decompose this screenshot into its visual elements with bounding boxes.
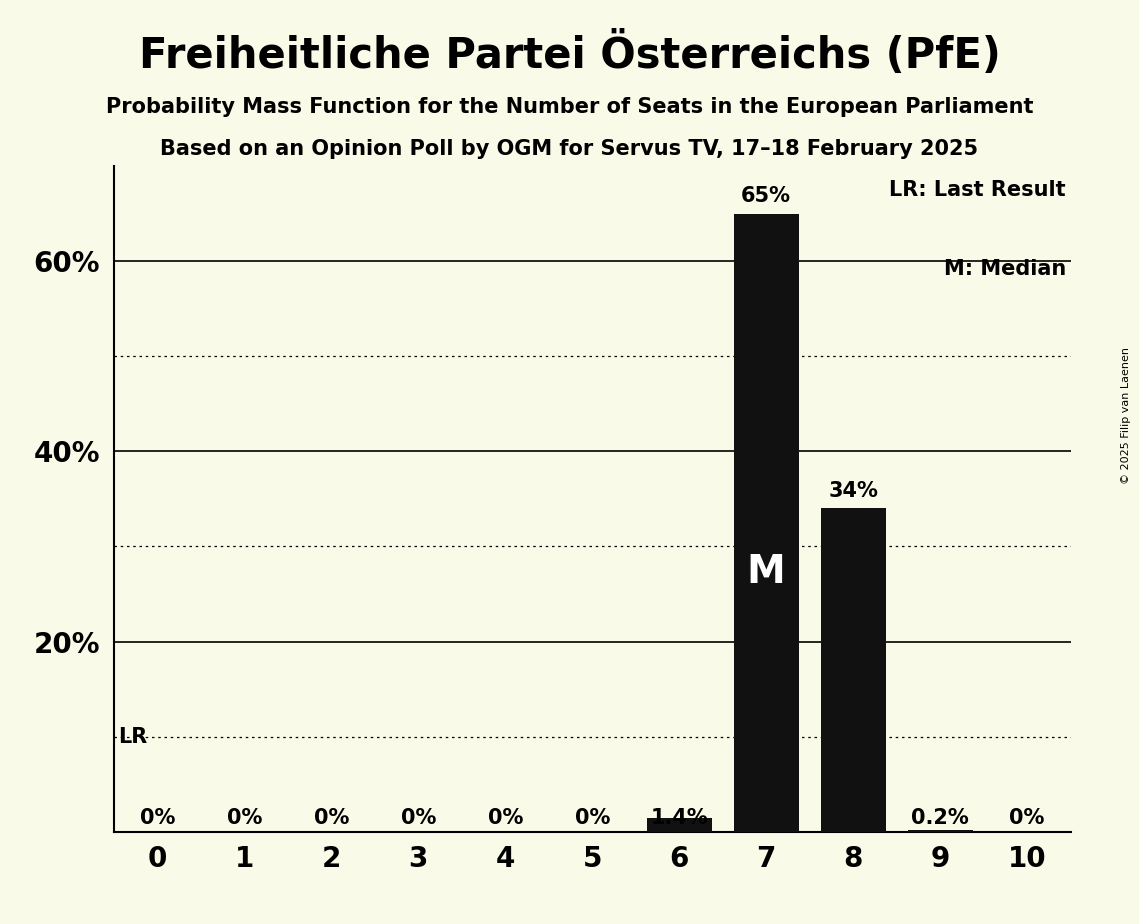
Text: 0%: 0% bbox=[574, 808, 611, 828]
Text: 0%: 0% bbox=[1009, 808, 1044, 828]
Text: Based on an Opinion Poll by OGM for Servus TV, 17–18 February 2025: Based on an Opinion Poll by OGM for Serv… bbox=[161, 139, 978, 159]
Text: Freiheitliche Partei Österreichs (PfE): Freiheitliche Partei Österreichs (PfE) bbox=[139, 32, 1000, 78]
Text: 0%: 0% bbox=[401, 808, 436, 828]
Text: M: M bbox=[747, 553, 786, 591]
Text: 65%: 65% bbox=[741, 187, 792, 206]
Text: 34%: 34% bbox=[828, 480, 878, 501]
Text: Probability Mass Function for the Number of Seats in the European Parliament: Probability Mass Function for the Number… bbox=[106, 97, 1033, 117]
Bar bbox=[908, 830, 973, 832]
Text: LR: LR bbox=[118, 726, 147, 747]
Text: 0%: 0% bbox=[313, 808, 349, 828]
Text: 0.2%: 0.2% bbox=[911, 808, 969, 828]
Text: © 2025 Filip van Laenen: © 2025 Filip van Laenen bbox=[1121, 347, 1131, 484]
Text: LR: Last Result: LR: Last Result bbox=[890, 179, 1066, 200]
Text: 1.4%: 1.4% bbox=[650, 808, 708, 828]
Bar bbox=[647, 819, 712, 832]
Text: 0%: 0% bbox=[227, 808, 262, 828]
Bar bbox=[820, 508, 886, 832]
Text: 0%: 0% bbox=[487, 808, 523, 828]
Text: M: Median: M: Median bbox=[943, 260, 1066, 279]
Text: 0%: 0% bbox=[140, 808, 175, 828]
Bar bbox=[734, 213, 798, 832]
